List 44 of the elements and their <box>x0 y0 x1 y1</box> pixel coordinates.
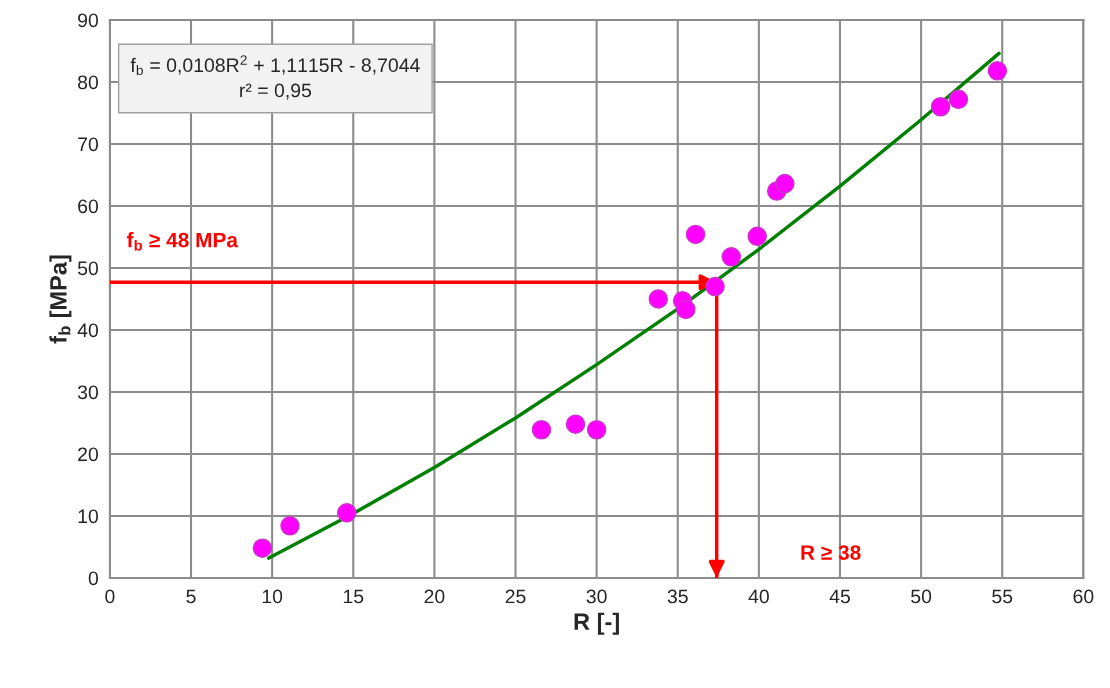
x-tick-label: 45 <box>829 589 850 604</box>
y-tick-label: 30 <box>77 385 99 400</box>
point <box>676 299 696 320</box>
y-tick-label: 20 <box>78 447 99 462</box>
y-tick-label: 60 <box>78 199 99 214</box>
point <box>531 419 552 440</box>
y-tick-label: 0 <box>88 571 99 586</box>
point <box>685 224 706 245</box>
point <box>252 538 273 558</box>
point <box>705 276 725 297</box>
y-tick-label: 90 <box>78 13 99 28</box>
x-tick-label: 55 <box>992 589 1013 604</box>
x-tick-label: 5 <box>186 589 196 604</box>
point <box>586 419 607 440</box>
y-tick-label: 80 <box>78 75 99 90</box>
x-tick-label: 15 <box>343 589 364 604</box>
x-tick-label: 35 <box>667 589 688 604</box>
x-tick-label: 50 <box>911 589 932 604</box>
x-tick-label: 10 <box>262 589 283 604</box>
point <box>930 96 951 117</box>
x-tick-label: 25 <box>505 589 526 604</box>
y-tick-label: 50 <box>77 261 99 276</box>
y-tick-label: 40 <box>77 323 99 338</box>
point <box>280 516 300 536</box>
x-tick-label: 60 <box>1073 589 1094 604</box>
x-tick-label: 20 <box>424 589 445 604</box>
point <box>721 247 742 267</box>
point <box>747 226 767 247</box>
ref-line-label: f$_{b}$ ≥ 48 MPa <box>126 232 239 251</box>
y-tick-label: 70 <box>78 137 99 152</box>
x-tick-label: 40 <box>748 589 769 604</box>
point <box>565 414 586 434</box>
point <box>987 61 1008 81</box>
x-tick-label: 0 <box>105 589 115 604</box>
y-tick-label: 10 <box>78 509 99 524</box>
annotation: f$_{b}$ = 0,0108R$^{2}$ + 1,1115R - 8,7044 r² = 0,95 <box>130 55 420 100</box>
x-axis-title: R [-] <box>574 612 619 635</box>
point <box>648 289 669 309</box>
point <box>337 503 357 523</box>
point <box>775 173 795 194</box>
x-tick-label: 30 <box>586 589 607 604</box>
y-axis-title: f$_{b}$ [MPa] <box>49 255 72 344</box>
point <box>948 89 969 110</box>
ref-line-label: R ≥ 38 <box>801 545 861 560</box>
